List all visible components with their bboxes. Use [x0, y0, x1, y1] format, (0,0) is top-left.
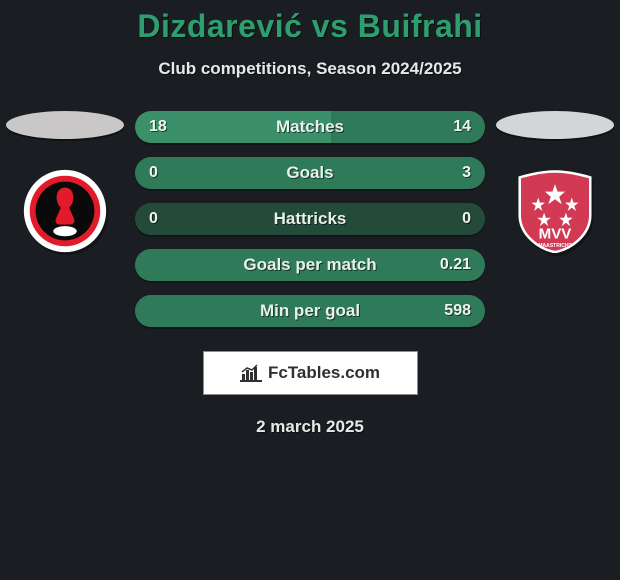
svg-text:MAASTRICHT: MAASTRICHT: [538, 243, 572, 249]
helmond-sport-badge-icon: [23, 169, 107, 253]
date-text: 2 march 2025: [0, 417, 620, 437]
right-base-ellipse: [496, 111, 614, 139]
left-side: [5, 111, 125, 253]
bar-fill-right: [135, 157, 485, 189]
chart-icon: [240, 364, 262, 382]
stat-bar-goals: 0 Goals 3: [135, 157, 485, 189]
bar-fill-right: [331, 111, 485, 143]
infographic-root: Dizdarević vs Buifrahi Club competitions…: [0, 0, 620, 437]
subtitle: Club competitions, Season 2024/2025: [0, 59, 620, 79]
bar-value-left: 0: [149, 203, 158, 235]
content-row: 18 Matches 14 0 Goals 3 0 Hattricks 0: [0, 111, 620, 327]
bar-fill-right: [135, 295, 485, 327]
brand-text: FcTables.com: [268, 363, 380, 383]
bars-column: 18 Matches 14 0 Goals 3 0 Hattricks 0: [135, 111, 485, 327]
bar-fill-right: [135, 249, 485, 281]
stat-bar-hattricks: 0 Hattricks 0: [135, 203, 485, 235]
bar-label: Hattricks: [135, 203, 485, 235]
vs-text: vs: [312, 8, 349, 44]
stat-bar-goals-per-match: Goals per match 0.21: [135, 249, 485, 281]
mvv-maastricht-badge-icon: MVV MAASTRICHT: [513, 169, 597, 253]
brand-box: FcTables.com: [203, 351, 418, 395]
left-base-ellipse: [6, 111, 124, 139]
comparison-title: Dizdarević vs Buifrahi: [0, 8, 620, 45]
bar-fill-left: [135, 111, 331, 143]
stat-bar-matches: 18 Matches 14: [135, 111, 485, 143]
player2-name: Buifrahi: [358, 8, 483, 44]
stat-bar-min-per-goal: Min per goal 598: [135, 295, 485, 327]
bar-value-right: 0: [462, 203, 471, 235]
right-side: MVV MAASTRICHT: [495, 111, 615, 253]
player1-name: Dizdarević: [137, 8, 302, 44]
svg-text:MVV: MVV: [539, 226, 572, 243]
